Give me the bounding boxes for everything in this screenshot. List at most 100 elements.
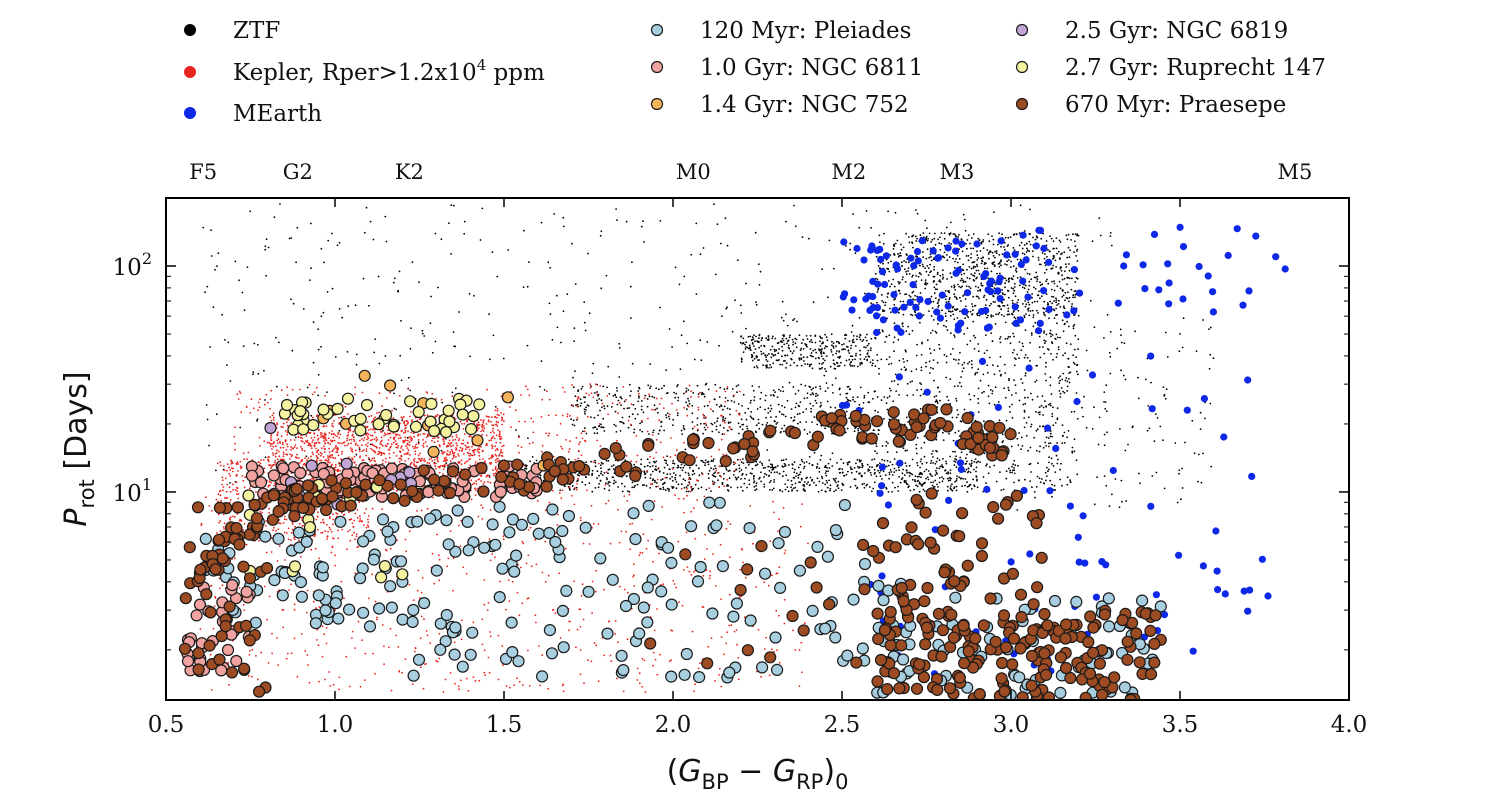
- point-ztf: [743, 482, 746, 485]
- point-ztf: [655, 387, 658, 390]
- point-ztf: [612, 464, 615, 467]
- point-ztf: [535, 459, 538, 462]
- point-ztf: [961, 363, 964, 366]
- point-ztf: [864, 292, 866, 295]
- point-ztf: [873, 429, 875, 432]
- point-ztf: [1039, 356, 1042, 359]
- point-ztf: [977, 237, 980, 240]
- point-ztf: [875, 475, 878, 478]
- point-kepler: [315, 415, 318, 418]
- point-ztf: [926, 265, 929, 267]
- point-ztf: [970, 253, 973, 255]
- point-ztf: [838, 364, 841, 367]
- point-ztf: [489, 358, 491, 361]
- point-ztf: [654, 479, 656, 482]
- point-ztf: [843, 474, 846, 477]
- point-ztf: [650, 473, 652, 476]
- point-kepler: [498, 414, 500, 417]
- point-ztf: [779, 363, 781, 366]
- point-ztf: [685, 490, 688, 493]
- point-ztf: [1068, 325, 1070, 328]
- point-ztf: [867, 349, 870, 352]
- point-ztf: [634, 484, 636, 487]
- point-ztf: [1010, 394, 1013, 396]
- point-ztf: [491, 251, 494, 254]
- point-kepler: [414, 450, 417, 453]
- point-ztf: [830, 333, 833, 336]
- point-kepler: [348, 439, 351, 441]
- point-ztf: [660, 425, 663, 428]
- point-ztf: [1017, 464, 1019, 467]
- point-ztf: [858, 316, 861, 319]
- point-kepler: [492, 455, 495, 458]
- point-ztf: [984, 304, 987, 306]
- point-ztf: [918, 475, 920, 478]
- point-ztf: [871, 466, 873, 468]
- point-ztf: [859, 338, 862, 341]
- point-ztf: [928, 256, 931, 259]
- point-ztf: [468, 292, 471, 295]
- point-ztf: [688, 474, 690, 476]
- point-ztf: [945, 361, 948, 364]
- point-ztf: [1044, 373, 1047, 375]
- point-ztf: [264, 399, 266, 401]
- point-ztf: [795, 475, 797, 478]
- point-ztf: [1028, 240, 1031, 243]
- point-ztf: [1012, 265, 1015, 268]
- point-ztf: [831, 340, 833, 343]
- point-ztf: [811, 479, 813, 482]
- point-ztf: [883, 232, 885, 235]
- point-ztf: [954, 431, 957, 434]
- point-ztf: [916, 237, 918, 240]
- point-ztf: [1076, 370, 1078, 373]
- point-ztf: [777, 342, 779, 345]
- point-ztf: [744, 343, 746, 346]
- point-ztf: [923, 441, 926, 444]
- point-ztf: [720, 242, 722, 245]
- point-ztf: [886, 408, 889, 411]
- point-kepler: [414, 447, 417, 449]
- point-ztf: [944, 469, 946, 472]
- point-ztf: [897, 485, 899, 488]
- point-ztf: [1002, 488, 1005, 491]
- point-ztf: [995, 252, 998, 255]
- point-ztf: [448, 222, 450, 225]
- point-ztf: [965, 285, 968, 288]
- point-ztf: [865, 210, 868, 212]
- point-ztf: [1049, 300, 1051, 303]
- point-ztf: [1066, 277, 1069, 279]
- point-kepler: [413, 464, 416, 467]
- point-ztf: [1070, 305, 1073, 308]
- point-kepler: [403, 420, 406, 423]
- point-ztf: [749, 335, 752, 338]
- point-ztf: [642, 411, 645, 414]
- point-ztf: [765, 474, 768, 476]
- point-ztf: [1004, 372, 1007, 374]
- point-ztf: [793, 204, 795, 207]
- point-ztf: [787, 346, 790, 349]
- point-ztf: [1024, 354, 1027, 356]
- point-ztf: [870, 302, 872, 304]
- point-ztf: [821, 363, 823, 365]
- point-ztf: [814, 348, 817, 351]
- point-ztf: [905, 469, 908, 472]
- point-kepler: [328, 451, 331, 453]
- point-ztf: [539, 385, 541, 388]
- point-ztf: [905, 480, 907, 482]
- point-ztf: [1059, 392, 1062, 395]
- point-ztf: [765, 356, 767, 359]
- point-ztf: [648, 395, 651, 398]
- point-ztf: [980, 284, 983, 287]
- point-ztf: [871, 364, 873, 367]
- point-ztf: [965, 255, 968, 257]
- point-ztf: [876, 359, 879, 362]
- point-ztf: [974, 372, 977, 375]
- point-ztf: [1118, 506, 1121, 509]
- point-ztf: [1017, 309, 1020, 312]
- point-kepler: [397, 437, 400, 440]
- point-ztf: [961, 485, 963, 487]
- point-ztf: [908, 273, 911, 275]
- point-ztf: [838, 388, 841, 391]
- point-ztf: [1059, 241, 1062, 243]
- point-ztf: [598, 425, 601, 427]
